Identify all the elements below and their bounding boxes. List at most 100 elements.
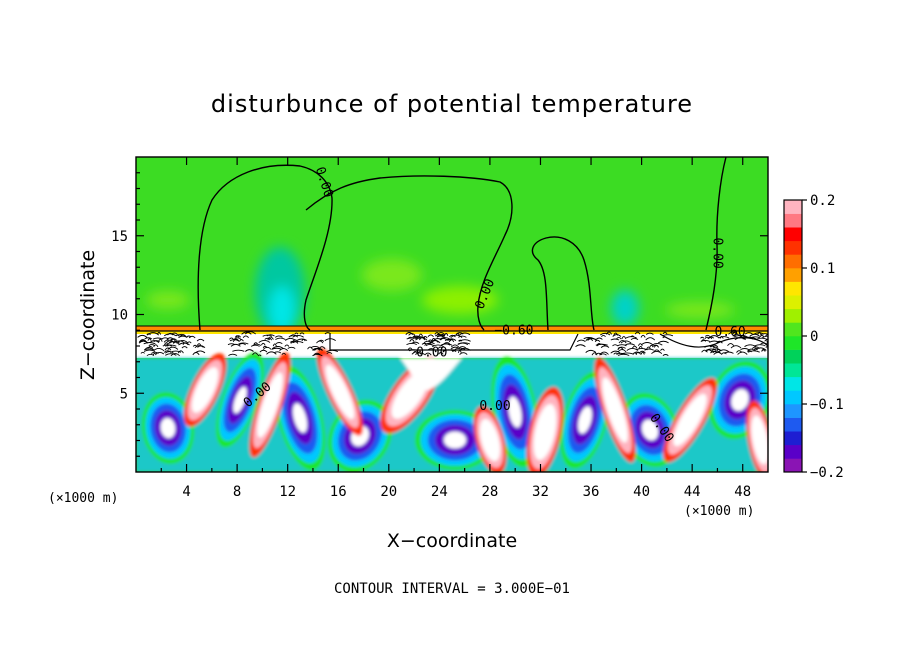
hatch-stroke-2 xyxy=(587,338,597,341)
hatch-stroke-0 xyxy=(148,344,155,346)
hatch-stroke-0 xyxy=(167,346,179,350)
mixing-hatch xyxy=(137,331,768,357)
hatch-stroke-1 xyxy=(232,349,245,352)
hatch-stroke-2 xyxy=(591,352,598,356)
contour-zero-plume-center xyxy=(305,175,513,331)
warm-cell-6-band-2 xyxy=(602,377,628,443)
colorbar-segment-3 xyxy=(784,417,802,432)
hatch-stroke-2 xyxy=(585,338,594,342)
hatch-stroke-2 xyxy=(624,343,636,346)
hatch-stroke-2 xyxy=(651,351,663,354)
colorbar-segment-5 xyxy=(784,390,802,405)
hatch-stroke-0 xyxy=(165,344,177,347)
hatch-stroke-0 xyxy=(177,333,186,337)
hatch-stroke-2 xyxy=(616,352,626,355)
hatch-stroke-0 xyxy=(143,349,156,352)
hatch-stroke-1 xyxy=(230,343,241,347)
hatch-stroke-4 xyxy=(423,340,433,344)
lower-turbulence xyxy=(136,348,768,472)
hatch-stroke-0 xyxy=(192,352,200,356)
hatch-stroke-2 xyxy=(612,344,619,347)
hatch-stroke-1 xyxy=(307,346,313,350)
chart-title: disturbunce of potential temperature xyxy=(211,90,693,118)
hatch-stroke-2 xyxy=(630,337,639,340)
x-tick-label: 24 xyxy=(431,484,448,500)
hatch-stroke-2 xyxy=(617,344,627,347)
hatch-stroke-1 xyxy=(312,353,323,357)
hatch-stroke-3 xyxy=(766,341,768,345)
hatch-stroke-0 xyxy=(164,351,174,354)
hatch-stroke-1 xyxy=(271,346,284,350)
cold-cell-5-band-4 xyxy=(508,396,522,428)
contour-zero-plume-right xyxy=(531,236,595,331)
hatch-stroke-2 xyxy=(595,337,603,340)
hatch-stroke-1 xyxy=(253,342,259,345)
hatch-stroke-2 xyxy=(617,353,630,356)
hatch-stroke-2 xyxy=(575,344,586,348)
hatch-stroke-1 xyxy=(287,346,296,349)
hatch-stroke-2 xyxy=(618,340,627,344)
hatch-stroke-4 xyxy=(459,352,468,355)
warm-cell-7-band-2 xyxy=(673,393,707,447)
upper-blob-cold xyxy=(269,286,295,334)
hatch-stroke-4 xyxy=(441,343,451,346)
hatch-stroke-4 xyxy=(424,352,432,356)
hatch-stroke-0 xyxy=(147,338,152,341)
warm-cell-0-band-2 xyxy=(191,367,219,413)
warm-cell-4-band-2 xyxy=(479,418,501,462)
hatch-stroke-2 xyxy=(634,331,641,335)
hatch-stroke-0 xyxy=(197,343,202,346)
hatch-stroke-3 xyxy=(759,335,765,338)
hatch-stroke-3 xyxy=(713,352,723,355)
hatch-stroke-1 xyxy=(264,337,271,340)
hatch-stroke-2 xyxy=(613,332,619,336)
hatch-stroke-1 xyxy=(299,332,305,335)
x-tick-label: 48 xyxy=(734,484,751,500)
hatch-stroke-4 xyxy=(457,342,469,345)
hatch-stroke-0 xyxy=(155,351,165,355)
hatch-stroke-0 xyxy=(187,341,192,344)
hatch-stroke-3 xyxy=(753,332,765,335)
hatch-stroke-0 xyxy=(137,334,148,338)
hatch-stroke-0 xyxy=(162,344,173,347)
hatch-stroke-1 xyxy=(241,331,252,335)
hatch-stroke-1 xyxy=(233,337,242,340)
hatch-stroke-4 xyxy=(431,344,445,348)
hatch-stroke-4 xyxy=(411,351,422,355)
hatch-stroke-2 xyxy=(594,339,601,342)
colorbar-segment-0 xyxy=(784,458,802,473)
hatch-stroke-2 xyxy=(635,347,648,351)
hatch-stroke-1 xyxy=(279,348,289,352)
hatch-stroke-2 xyxy=(653,344,660,348)
colorbar-segment-2 xyxy=(784,431,802,446)
hatch-stroke-4 xyxy=(458,339,471,342)
hatch-stroke-1 xyxy=(285,337,296,341)
hatch-stroke-4 xyxy=(436,335,444,338)
cold-cell-4-band-4 xyxy=(443,431,467,449)
hatch-stroke-3 xyxy=(718,336,730,339)
hatch-stroke-0 xyxy=(138,340,149,344)
hatch-stroke-2 xyxy=(605,331,612,335)
colorbar-segment-9 xyxy=(784,336,802,350)
hatch-stroke-3 xyxy=(721,352,727,355)
hatch-stroke-4 xyxy=(443,333,449,336)
hatch-stroke-3 xyxy=(761,349,766,352)
hatch-stroke-3 xyxy=(716,340,723,344)
colorbar-segment-6 xyxy=(784,376,802,391)
hatch-stroke-4 xyxy=(419,337,426,341)
hatch-stroke-0 xyxy=(177,350,184,354)
colorbar-segment-11 xyxy=(784,308,802,323)
hatch-stroke-4 xyxy=(458,346,467,349)
hatch-stroke-1 xyxy=(266,334,275,337)
hatch-stroke-4 xyxy=(407,347,413,351)
hatch-stroke-1 xyxy=(228,353,238,356)
hatch-stroke-2 xyxy=(621,336,627,340)
cold-cell-6-band-4 xyxy=(578,406,592,434)
hatch-stroke-3 xyxy=(704,336,710,340)
hatch-stroke-4 xyxy=(418,333,423,337)
hatch-stroke-4 xyxy=(451,350,457,353)
temperature-field: 0.000.000.000.00 0.000.00−0.60 0.600.00 xyxy=(136,157,768,472)
hatch-stroke-4 xyxy=(436,332,446,336)
upper-anomalies xyxy=(146,247,735,337)
hatch-stroke-0 xyxy=(175,334,183,337)
